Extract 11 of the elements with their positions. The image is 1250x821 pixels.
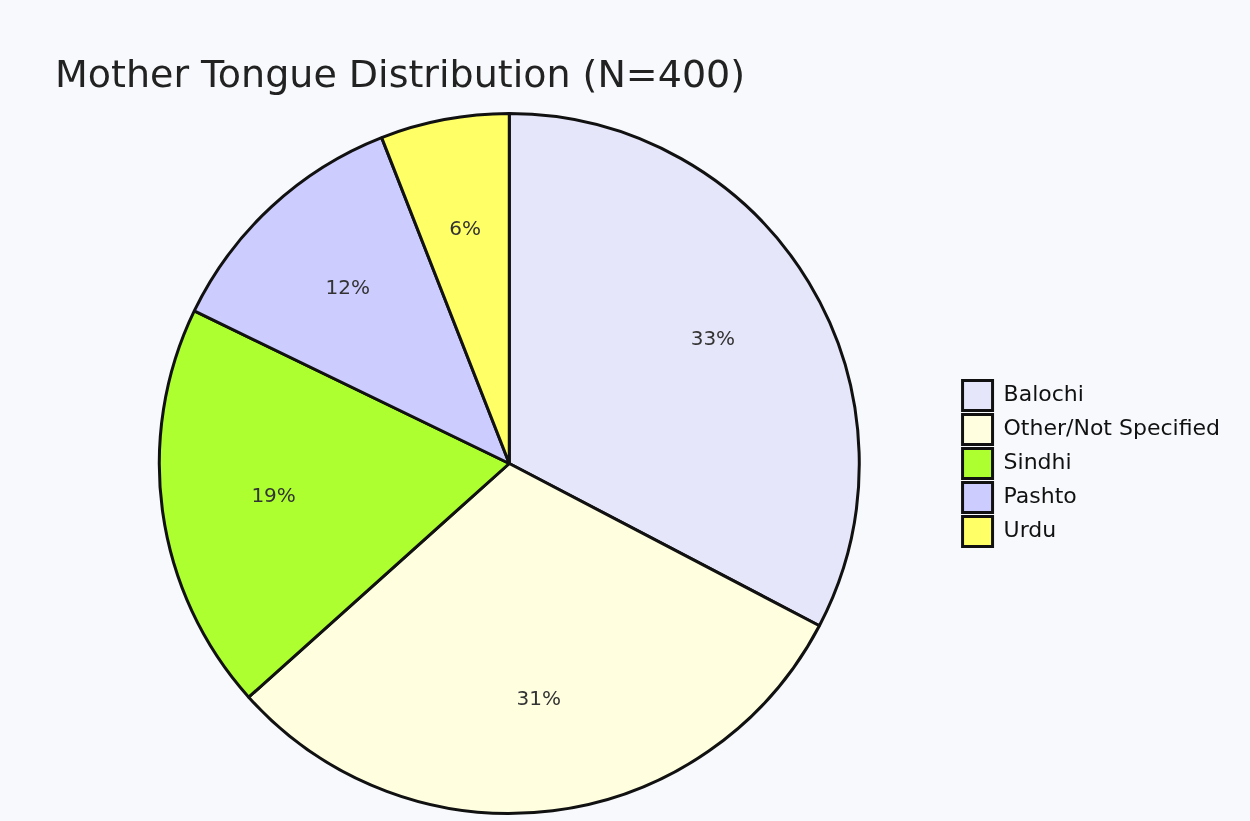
legend-label: Sindhi [1003, 449, 1072, 475]
data-label: 33% [690, 326, 736, 351]
legend-label: Other/Not Specified [1003, 415, 1221, 441]
data-label: 19% [251, 482, 296, 507]
legend-label: Urdu [1003, 517, 1057, 543]
data-label: 12% [325, 275, 370, 299]
data-label: 6% [449, 215, 481, 240]
data-label: 31% [516, 685, 562, 710]
legend-label: Pashto [1003, 483, 1077, 509]
legend-label: Balochi [1003, 381, 1084, 407]
chart-title: Mother Tongue Distribution (N=400) [55, 52, 746, 96]
